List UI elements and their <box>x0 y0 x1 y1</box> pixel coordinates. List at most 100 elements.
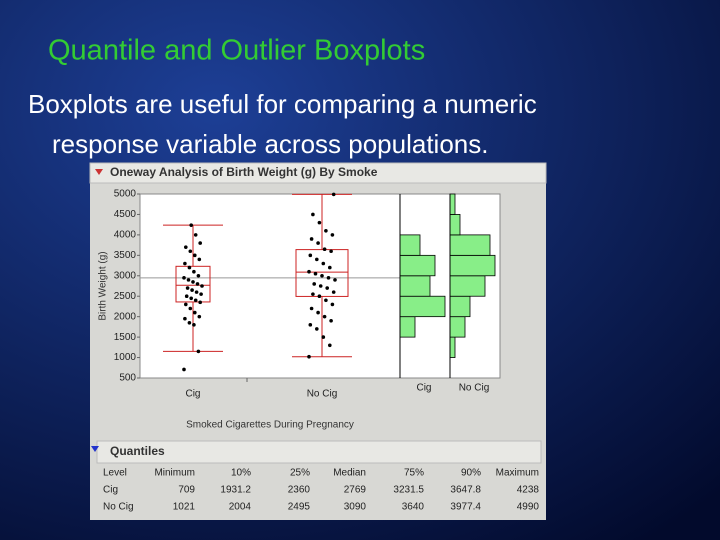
y-tick-label: 500 <box>119 373 136 384</box>
box <box>175 265 211 303</box>
point <box>315 257 319 262</box>
point <box>324 298 328 303</box>
point <box>333 278 337 282</box>
point <box>200 284 204 288</box>
point <box>193 310 197 315</box>
point <box>198 300 202 305</box>
table-cell: 3640 <box>402 502 425 513</box>
y-tick-label: 2500 <box>114 291 137 302</box>
histogram-bar <box>399 275 431 297</box>
point <box>321 335 326 339</box>
point <box>322 314 327 319</box>
table-cell: 2360 <box>288 485 311 496</box>
histogram-label: No Cig <box>459 383 490 394</box>
table-cell: 3647.8 <box>450 485 481 496</box>
table-cell: 2495 <box>288 502 311 513</box>
point <box>312 282 317 286</box>
histogram-bar <box>449 193 456 215</box>
point <box>331 290 336 294</box>
point <box>317 294 322 299</box>
point <box>197 314 202 319</box>
body-line: Boxplots are useful for comparing a nume… <box>28 89 537 119</box>
point <box>330 233 335 237</box>
point <box>193 253 197 258</box>
point <box>307 354 311 359</box>
point <box>321 261 326 266</box>
slide-title: Quantile and Outlier Boxplots <box>48 35 425 67</box>
point <box>311 292 315 296</box>
point <box>193 298 198 303</box>
table-cell: 3977.4 <box>450 502 481 513</box>
point <box>189 296 193 301</box>
point <box>313 271 318 276</box>
table-header: Maximum <box>496 468 539 479</box>
histogram-bar <box>449 336 456 358</box>
point <box>309 237 314 241</box>
point <box>192 269 196 274</box>
histogram-bar <box>449 295 471 318</box>
table-header: 75% <box>404 468 424 479</box>
disclosure-icon[interactable] <box>91 446 99 452</box>
point <box>193 233 198 237</box>
histogram-bar <box>399 295 446 318</box>
histogram-bar <box>449 234 491 256</box>
point <box>187 265 192 270</box>
histogram-bar <box>449 275 486 297</box>
point <box>188 249 193 254</box>
table-cell: Cig <box>103 485 118 496</box>
histogram-bar <box>449 316 466 338</box>
report-header <box>89 162 547 184</box>
plot-area <box>139 193 401 379</box>
y-tick-label: 3500 <box>114 250 137 261</box>
histogram-bar <box>449 214 461 236</box>
table-cell: 2004 <box>229 502 252 513</box>
histogram-bar <box>399 254 436 277</box>
point <box>317 220 322 225</box>
y-axis-label: Birth Weight (g) <box>98 251 109 320</box>
point <box>307 269 311 274</box>
point <box>190 288 194 292</box>
box <box>295 249 349 297</box>
point <box>186 278 191 282</box>
point <box>197 257 202 262</box>
point <box>184 245 188 249</box>
point <box>185 286 190 290</box>
quantiles-header <box>96 440 542 464</box>
point <box>331 192 336 197</box>
table-header: 10% <box>231 468 251 479</box>
table-cell: 4238 <box>517 485 540 496</box>
y-tick-label: 3000 <box>114 270 137 281</box>
point <box>328 265 332 270</box>
table-cell: No Cig <box>103 502 134 513</box>
report-title: Oneway Analysis of Birth Weight (g) By S… <box>110 165 378 179</box>
point <box>184 302 188 307</box>
point <box>330 302 335 307</box>
point <box>311 212 315 217</box>
table-cell: 3231.5 <box>393 485 424 496</box>
histogram-label: Cig <box>416 383 431 394</box>
point <box>320 273 324 278</box>
point <box>318 284 323 288</box>
point <box>194 290 199 294</box>
point <box>326 276 331 280</box>
y-tick-label: 1000 <box>114 352 137 363</box>
point <box>196 273 201 278</box>
quantiles-title: Quantiles <box>110 444 165 458</box>
table-cell: 3090 <box>344 502 367 513</box>
x-tick-label: No Cig <box>307 389 338 400</box>
point <box>187 321 192 325</box>
table-header: Level <box>103 468 127 479</box>
table-header: Minimum <box>154 468 195 479</box>
disclosure-icon[interactable] <box>95 169 103 175</box>
table-cell: 2769 <box>344 485 367 496</box>
point <box>184 294 189 299</box>
point <box>308 253 313 258</box>
point <box>199 292 203 296</box>
y-tick-label: 5000 <box>114 189 137 200</box>
y-tick-label: 4000 <box>114 230 137 241</box>
histogram-bar <box>449 254 496 277</box>
body-line: response variable across populations. <box>52 129 488 159</box>
point <box>324 229 328 233</box>
point <box>322 247 327 251</box>
